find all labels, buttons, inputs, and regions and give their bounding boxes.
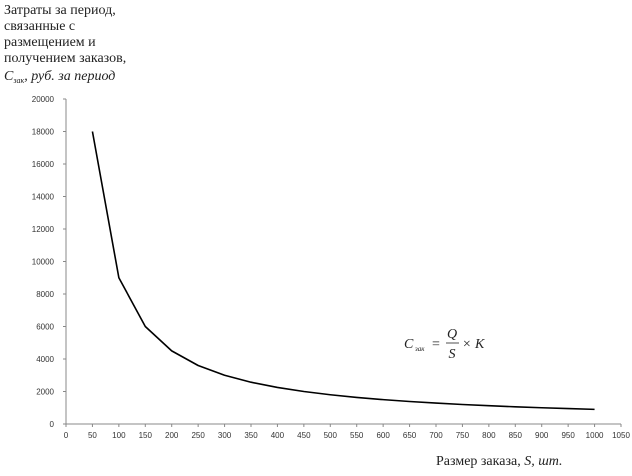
y-tick-label: 10000: [32, 258, 55, 267]
x-tick-label: 150: [139, 431, 153, 440]
formula: C зак = Q S × K: [404, 327, 485, 362]
x-tick-label: 50: [88, 431, 97, 440]
y-title-line: Затраты за период,: [4, 3, 116, 18]
x-tick-label: 800: [482, 431, 496, 440]
y-title-symbol: C: [4, 69, 14, 84]
y-tick-label: 16000: [32, 160, 55, 169]
x-tick-label: 750: [456, 431, 470, 440]
y-tick-label: 0: [50, 420, 55, 429]
x-title-symbol: S: [524, 454, 531, 469]
x-tick-label: 650: [403, 431, 417, 440]
formula-den: S: [449, 347, 456, 362]
x-title-text: Размер заказа,: [436, 454, 524, 469]
y-tick-label: 2000: [36, 388, 54, 397]
x-tick-label: 850: [509, 431, 523, 440]
x-tick-label: 0: [64, 431, 69, 440]
x-tick-label: 700: [429, 431, 443, 440]
x-tick-label: 600: [376, 431, 390, 440]
y-tick-label: 12000: [32, 225, 55, 234]
y-tick-label: 18000: [32, 128, 55, 137]
y-title-line: связанные с: [4, 19, 75, 34]
formula-num: Q: [447, 327, 457, 342]
y-tick-label: 6000: [36, 323, 54, 332]
y-tick-label: 4000: [36, 355, 54, 364]
y-title-line: размещением и: [4, 35, 96, 50]
x-tick-label: 100: [112, 431, 126, 440]
y-title-line: получением заказов,: [4, 51, 126, 66]
x-title-unit: , шт.: [531, 454, 562, 469]
x-tick-label: 500: [324, 431, 338, 440]
x-tick-label: 1050: [612, 431, 630, 440]
x-tick-label: 300: [218, 431, 232, 440]
y-tick-label: 20000: [32, 95, 55, 104]
x-tick-label: 1000: [586, 431, 604, 440]
x-tick-label: 350: [244, 431, 258, 440]
y-title-unit: , руб. за период: [24, 69, 115, 84]
y-tick-label: 8000: [36, 290, 54, 299]
data-line: [91, 131, 595, 411]
formula-sub: зак: [414, 345, 425, 353]
formula-rest: × K: [462, 337, 485, 352]
formula-lhs: C: [404, 337, 414, 352]
y-axis-title: Затраты за период, связанные с размещени…: [4, 3, 126, 85]
y-title-subscript: зак: [12, 76, 24, 85]
x-tick-label: 950: [561, 431, 575, 440]
x-tick-label: 450: [297, 431, 311, 440]
x-tick-label: 250: [191, 431, 205, 440]
formula-eq: =: [432, 337, 440, 352]
x-tick-label: 200: [165, 431, 179, 440]
y-title-line: Cзак, руб. за период: [4, 69, 115, 85]
x-tick-label: 400: [271, 431, 285, 440]
x-axis-title: Размер заказа, S, шт.: [436, 454, 563, 469]
y-tick-label: 14000: [32, 193, 55, 202]
x-tick-label: 550: [350, 431, 364, 440]
x-tick-label: 900: [535, 431, 549, 440]
